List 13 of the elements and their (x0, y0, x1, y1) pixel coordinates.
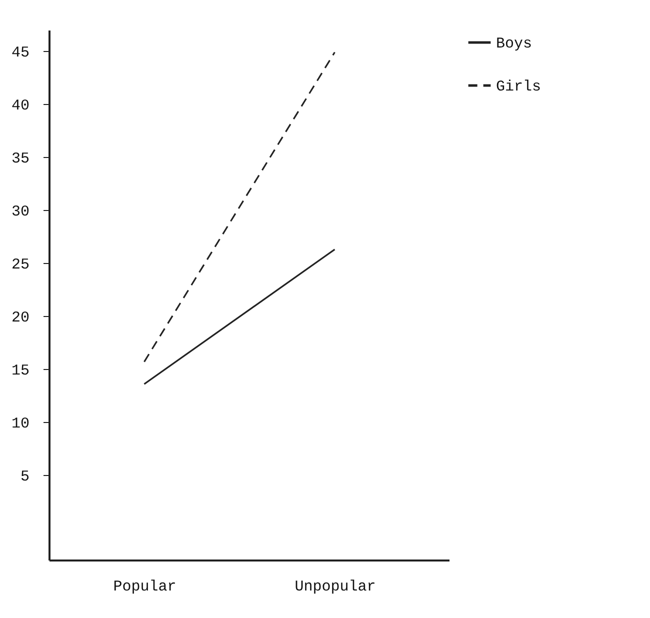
y-tick-label: 15 (11, 362, 30, 380)
y-tick-label: 45 (11, 44, 30, 62)
legend-label: Boys (496, 36, 532, 52)
y-tick-label: 25 (11, 256, 30, 274)
x-tick-label: Popular (113, 578, 176, 596)
y-tick-label: 10 (11, 416, 30, 433)
y-tick-label: 40 (11, 98, 30, 115)
y-tick-label: 20 (11, 310, 30, 327)
y-tick-label: 30 (11, 204, 30, 221)
y-tick-label: 5 (20, 468, 30, 486)
legend-label: Girls (496, 78, 542, 96)
x-tick-label: Unpopular (294, 578, 376, 596)
y-tick-label: 35 (11, 150, 30, 168)
